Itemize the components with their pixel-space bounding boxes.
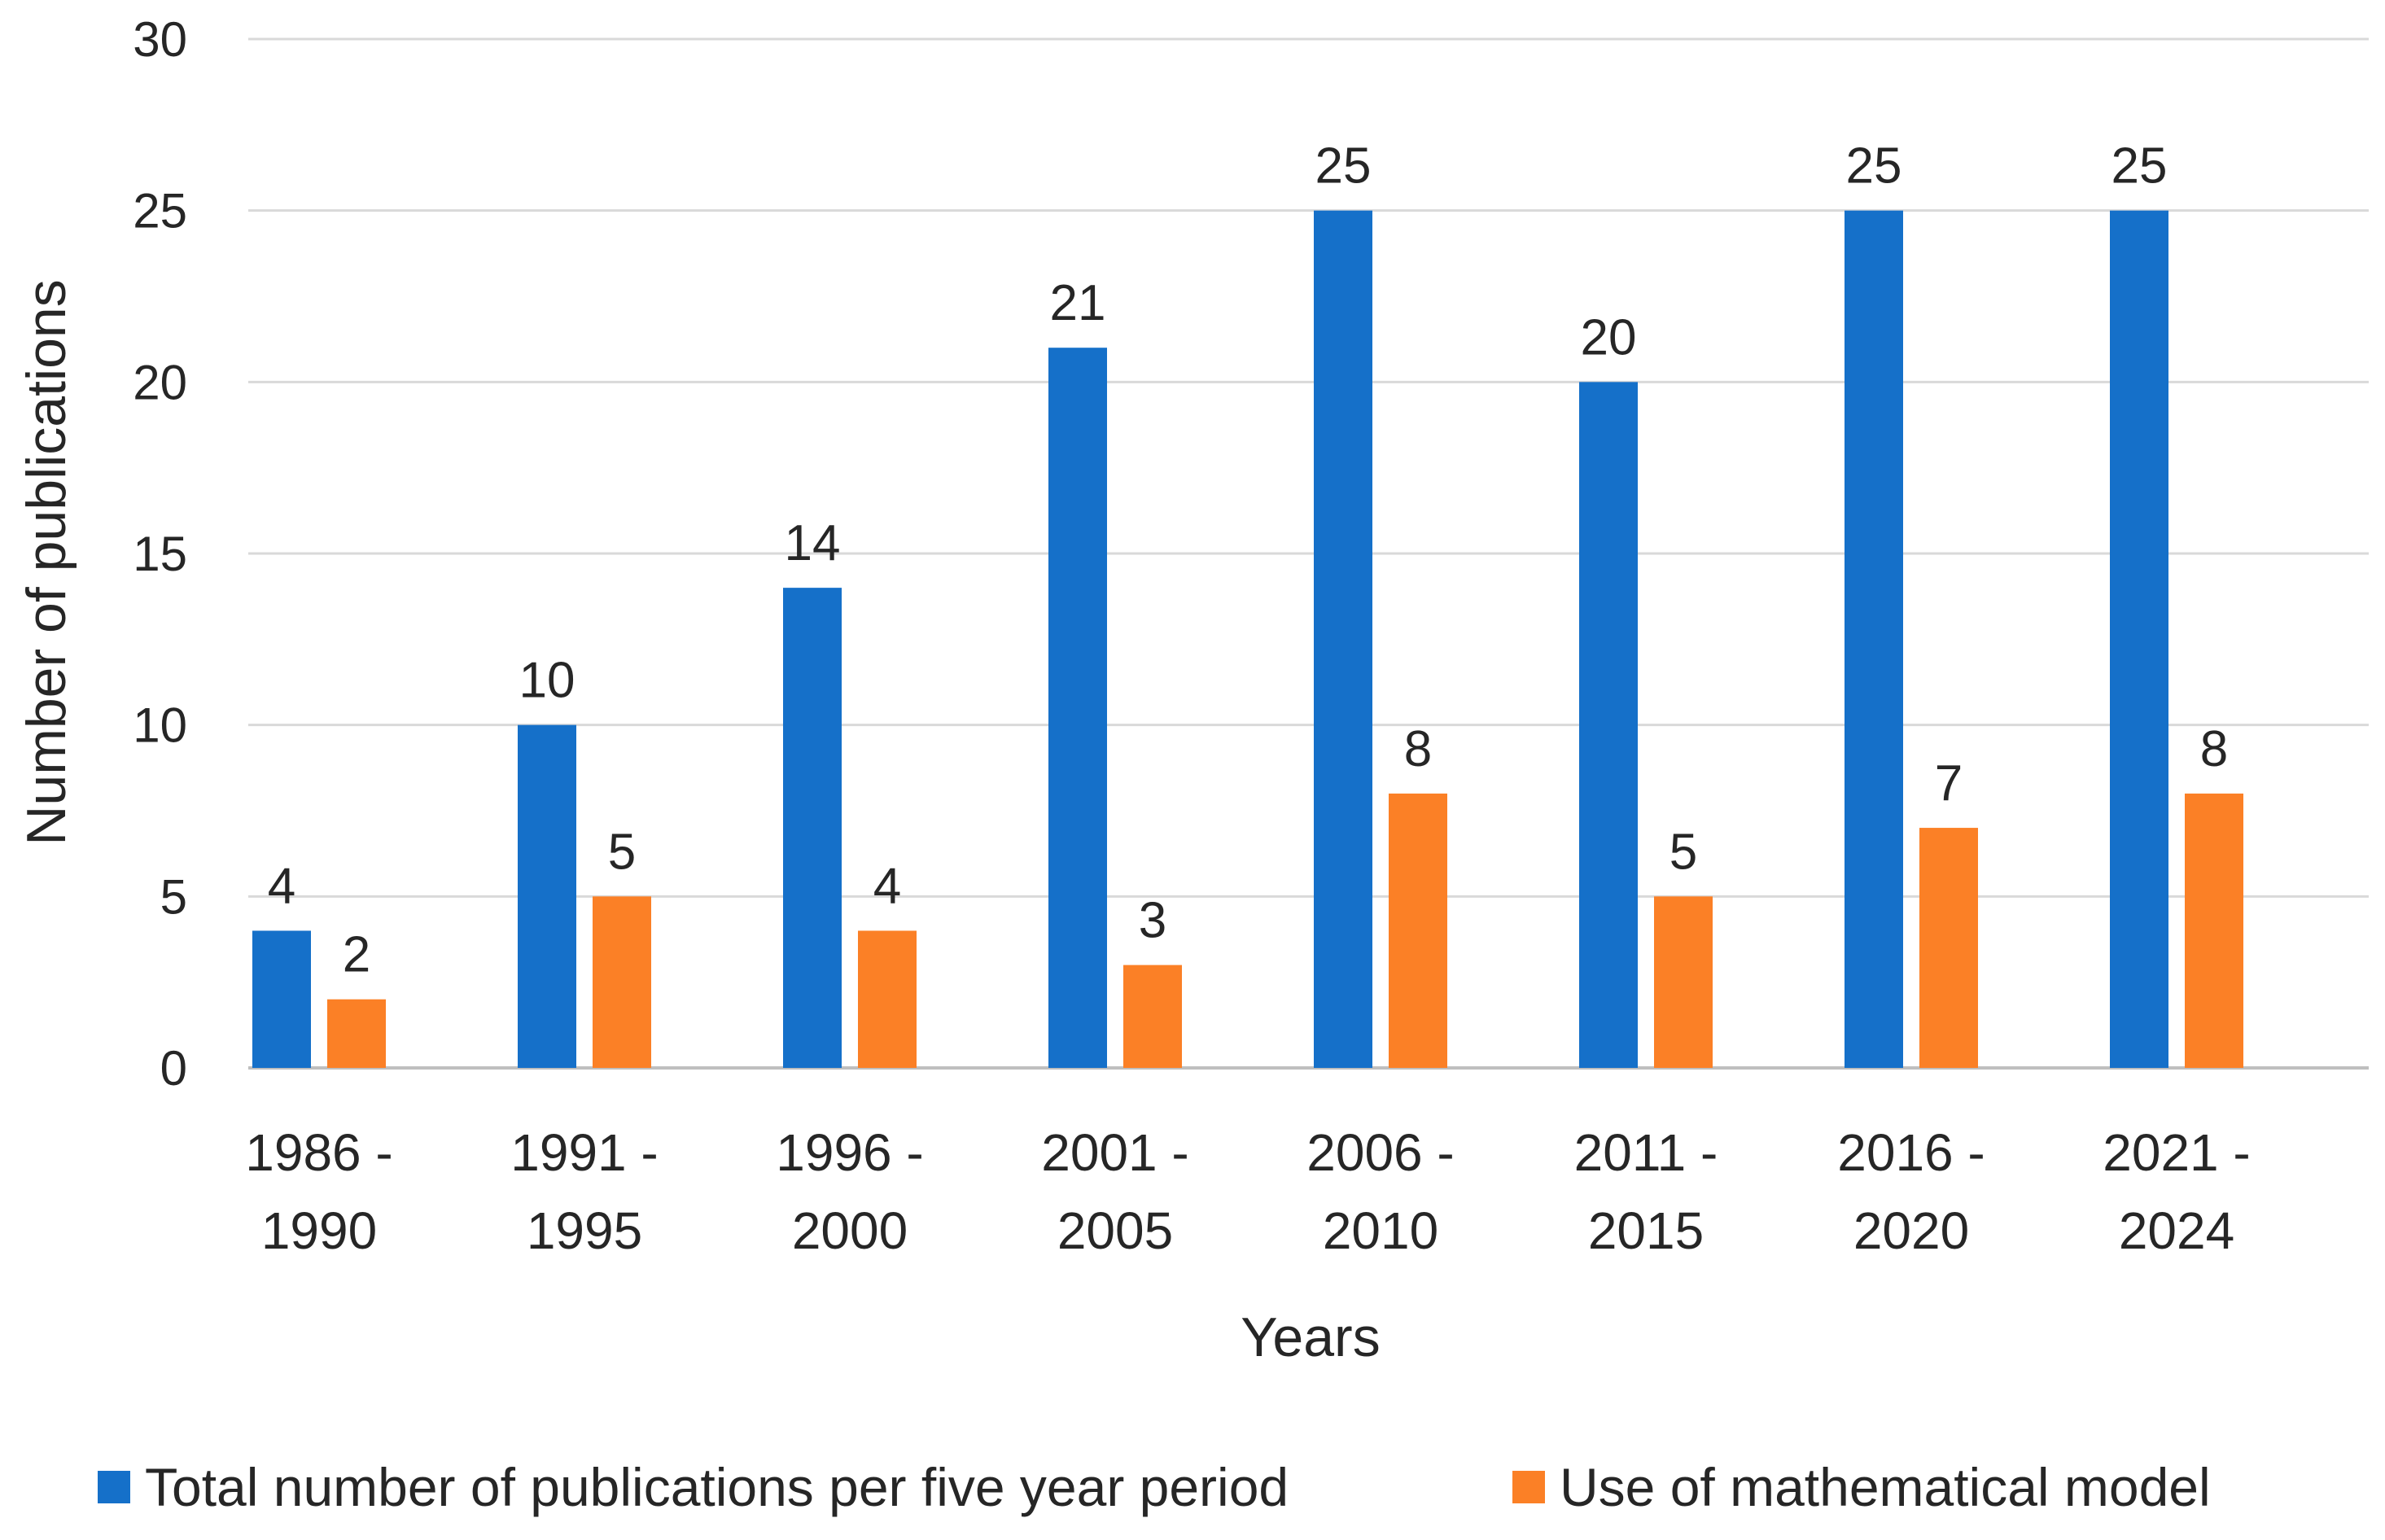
x-category-label: 1986 -1990 xyxy=(245,1123,392,1260)
data-label-total: 14 xyxy=(785,515,841,571)
data-label-total: 10 xyxy=(519,653,575,709)
x-axis-categories: 1986 -1990 1991 -1995 1996 -2000 2001 -2005… xyxy=(245,1123,2250,1260)
x-category-label: 2016 -2020 xyxy=(1837,1123,1985,1260)
bar-math-model xyxy=(1389,793,1447,1068)
y-tick-label: 0 xyxy=(160,1041,187,1096)
data-label-math-model: 8 xyxy=(1404,721,1432,777)
x-category-label: 2006 -2010 xyxy=(1306,1123,1454,1260)
bar-math-model xyxy=(593,896,651,1068)
data-label-math-model: 2 xyxy=(343,927,370,983)
legend: Total number of publications per five ye… xyxy=(98,1457,2211,1517)
bar-math-model xyxy=(2185,793,2243,1068)
y-tick-label: 30 xyxy=(133,12,187,67)
x-category-label: 1996 -2000 xyxy=(776,1123,923,1260)
data-label-total: 4 xyxy=(268,858,295,914)
data-label-total: 25 xyxy=(2111,138,2168,195)
x-category-label: 2011 -2015 xyxy=(1574,1123,1718,1260)
bar-total xyxy=(1845,210,1903,1069)
data-label-math-model: 5 xyxy=(608,824,636,880)
bar-total xyxy=(252,930,311,1068)
bar-total xyxy=(2110,210,2168,1069)
legend-label-total: Total number of publications per five ye… xyxy=(145,1457,1289,1517)
x-axis-title: Years xyxy=(1241,1306,1380,1368)
legend-swatch-total xyxy=(98,1471,130,1503)
x-category-label: 2021 -2024 xyxy=(2103,1123,2250,1260)
bar-math-model xyxy=(858,930,917,1068)
legend-swatch-math-model xyxy=(1512,1471,1545,1503)
bar-math-model xyxy=(327,999,386,1068)
data-label-math-model: 5 xyxy=(1670,824,1697,880)
legend-label-math-model: Use of mathematical model xyxy=(1560,1457,2211,1517)
data-label-total: 20 xyxy=(1581,309,1637,365)
bar-total xyxy=(1048,348,1107,1068)
y-axis-title: Number of publications xyxy=(15,279,77,845)
y-tick-label: 10 xyxy=(133,698,187,753)
data-label-math-model: 8 xyxy=(2200,721,2228,777)
data-label-math-model: 4 xyxy=(873,858,901,914)
bar-total xyxy=(518,724,576,1068)
x-category-label: 2001 -2005 xyxy=(1041,1123,1188,1260)
x-category-label: 1991 -1995 xyxy=(510,1123,658,1260)
bar-total xyxy=(783,588,842,1068)
bar-total xyxy=(1314,210,1372,1069)
data-label-math-model: 3 xyxy=(1139,893,1166,949)
y-axis-ticks: 0 5 10 15 20 25 30 xyxy=(133,12,187,1096)
y-tick-label: 20 xyxy=(133,355,187,409)
bar-math-model xyxy=(1123,965,1182,1068)
y-tick-label: 25 xyxy=(133,184,187,238)
data-label-total: 21 xyxy=(1050,275,1106,331)
bars xyxy=(252,210,2243,1069)
bar-math-model xyxy=(1919,828,1978,1068)
y-tick-label: 15 xyxy=(133,527,187,581)
y-tick-label: 5 xyxy=(160,869,187,924)
data-label-total: 25 xyxy=(1846,138,1902,195)
bar-total xyxy=(1579,382,1638,1068)
bar-math-model xyxy=(1654,896,1713,1068)
data-label-total: 25 xyxy=(1315,138,1372,195)
data-label-math-model: 7 xyxy=(1935,755,1963,812)
